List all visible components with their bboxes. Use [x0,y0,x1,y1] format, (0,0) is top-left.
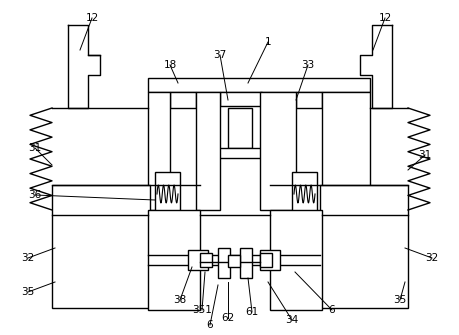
Bar [219,92,262,106]
Bar [200,253,212,267]
Text: 351: 351 [192,305,212,315]
Bar [148,92,170,210]
Text: 37: 37 [213,50,226,60]
Bar [148,78,369,92]
Bar [52,185,150,308]
Bar [259,92,295,210]
Bar [259,250,280,270]
Text: 1: 1 [264,37,271,47]
Bar [228,255,240,267]
Bar [291,172,316,215]
Text: 31: 31 [28,143,41,153]
Text: 32: 32 [425,253,438,263]
Text: 61: 61 [245,307,258,317]
Bar [240,248,252,278]
Text: 62: 62 [221,313,234,323]
Text: 35: 35 [21,287,34,297]
Bar [269,210,321,310]
Bar [321,92,369,210]
Text: 18: 18 [163,60,176,70]
Text: 38: 38 [173,295,186,305]
Bar [295,92,321,108]
Text: 35: 35 [392,295,406,305]
Text: 6: 6 [328,305,335,315]
Bar [259,253,271,267]
Bar [196,92,219,210]
Text: 12: 12 [85,13,98,23]
Bar [188,250,207,270]
Text: 12: 12 [378,13,391,23]
Bar [228,108,252,148]
Text: 31: 31 [418,150,431,160]
Bar [218,148,262,158]
Bar [148,210,200,310]
Text: 33: 33 [301,60,314,70]
Bar [170,92,196,108]
Text: 32: 32 [21,253,34,263]
Bar [218,248,230,278]
Bar [319,185,407,308]
Text: 34: 34 [285,315,298,325]
Text: 6: 6 [206,320,213,330]
Text: 36: 36 [28,190,41,200]
Bar [155,172,179,215]
